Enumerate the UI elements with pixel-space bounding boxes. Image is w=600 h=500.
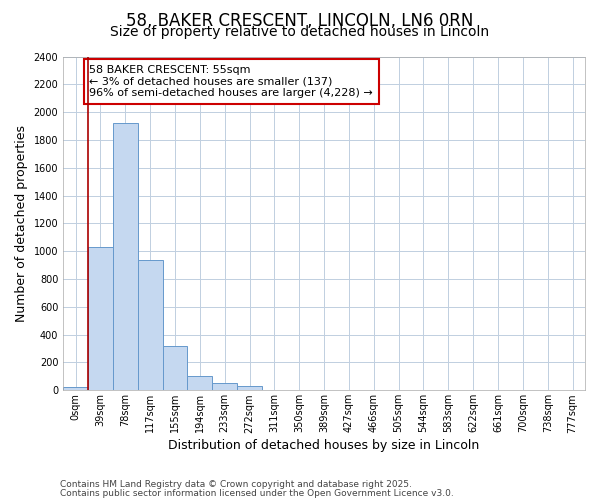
Bar xyxy=(88,247,113,390)
Bar xyxy=(237,386,262,390)
Bar xyxy=(187,376,212,390)
Text: 58 BAKER CRESCENT: 55sqm
← 3% of detached houses are smaller (137)
96% of semi-d: 58 BAKER CRESCENT: 55sqm ← 3% of detache… xyxy=(89,65,373,98)
Text: Contains HM Land Registry data © Crown copyright and database right 2025.: Contains HM Land Registry data © Crown c… xyxy=(60,480,412,489)
Text: 58, BAKER CRESCENT, LINCOLN, LN6 0RN: 58, BAKER CRESCENT, LINCOLN, LN6 0RN xyxy=(127,12,473,30)
Text: Contains public sector information licensed under the Open Government Licence v3: Contains public sector information licen… xyxy=(60,489,454,498)
Y-axis label: Number of detached properties: Number of detached properties xyxy=(15,125,28,322)
Bar xyxy=(63,388,88,390)
X-axis label: Distribution of detached houses by size in Lincoln: Distribution of detached houses by size … xyxy=(169,440,480,452)
Bar xyxy=(113,124,138,390)
Bar xyxy=(163,346,187,391)
Bar xyxy=(138,260,163,390)
Bar xyxy=(212,384,237,390)
Text: Size of property relative to detached houses in Lincoln: Size of property relative to detached ho… xyxy=(110,25,490,39)
